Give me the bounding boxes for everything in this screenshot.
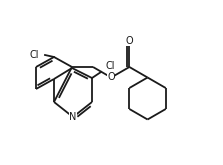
Text: O: O <box>107 72 115 82</box>
Text: O: O <box>126 36 133 46</box>
Text: Cl: Cl <box>29 50 39 60</box>
Text: Cl: Cl <box>105 61 115 71</box>
Text: N: N <box>69 112 77 122</box>
